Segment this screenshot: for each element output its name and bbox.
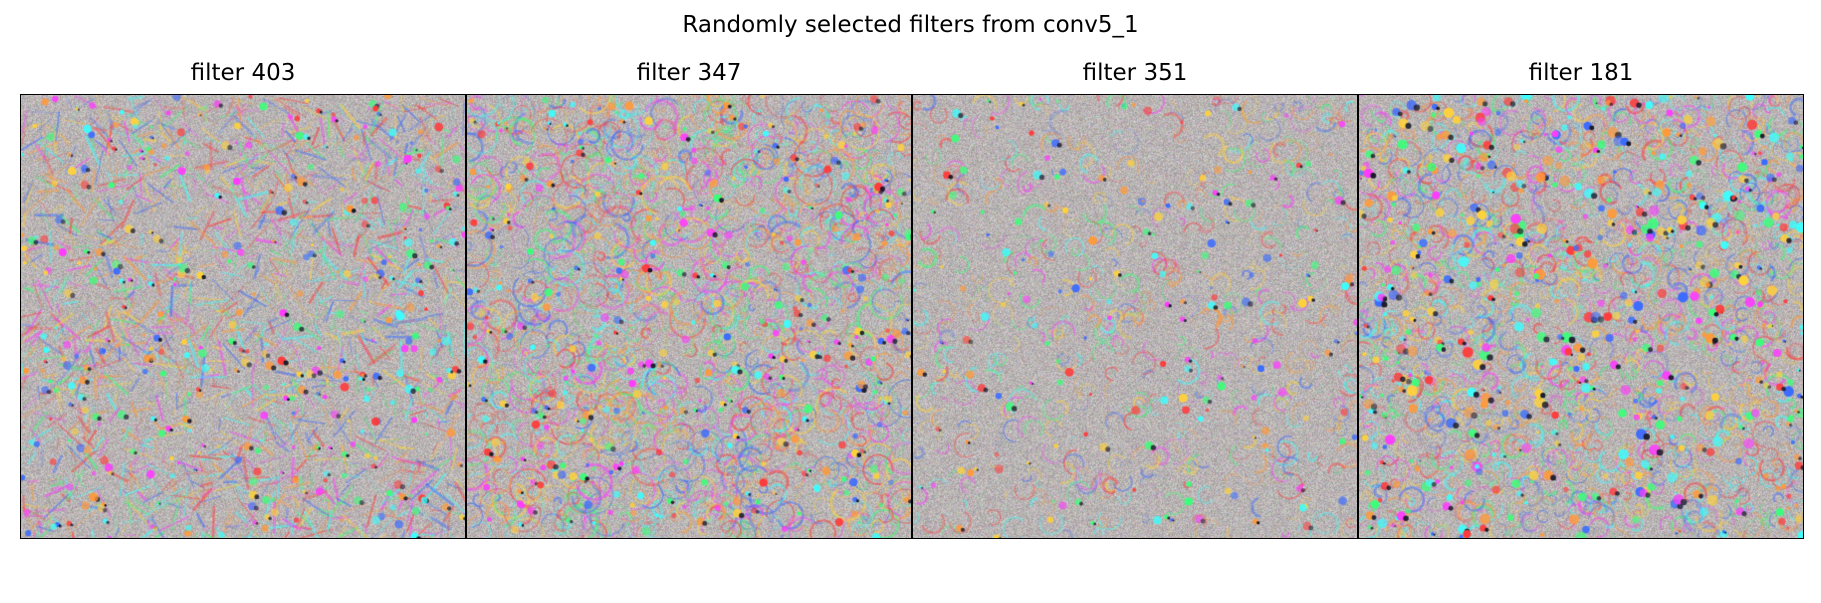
panel-title-filter-347: filter 347 <box>636 60 742 86</box>
filter-visualization-403 <box>20 94 466 539</box>
panel-title-filter-403: filter 403 <box>190 60 296 86</box>
panel-title-filter-181: filter 181 <box>1528 60 1634 86</box>
figure-title: Randomly selected filters from conv5_1 <box>682 12 1139 38</box>
filter-visualization-181 <box>1358 94 1804 539</box>
filter-texture-image <box>1359 95 1803 538</box>
filter-texture-image <box>21 95 465 538</box>
filter-visualization-351 <box>912 94 1358 539</box>
filter-texture-image <box>913 95 1357 538</box>
filter-visualization-347 <box>466 94 912 539</box>
filter-texture-image <box>467 95 911 538</box>
panel-title-filter-351: filter 351 <box>1082 60 1188 86</box>
